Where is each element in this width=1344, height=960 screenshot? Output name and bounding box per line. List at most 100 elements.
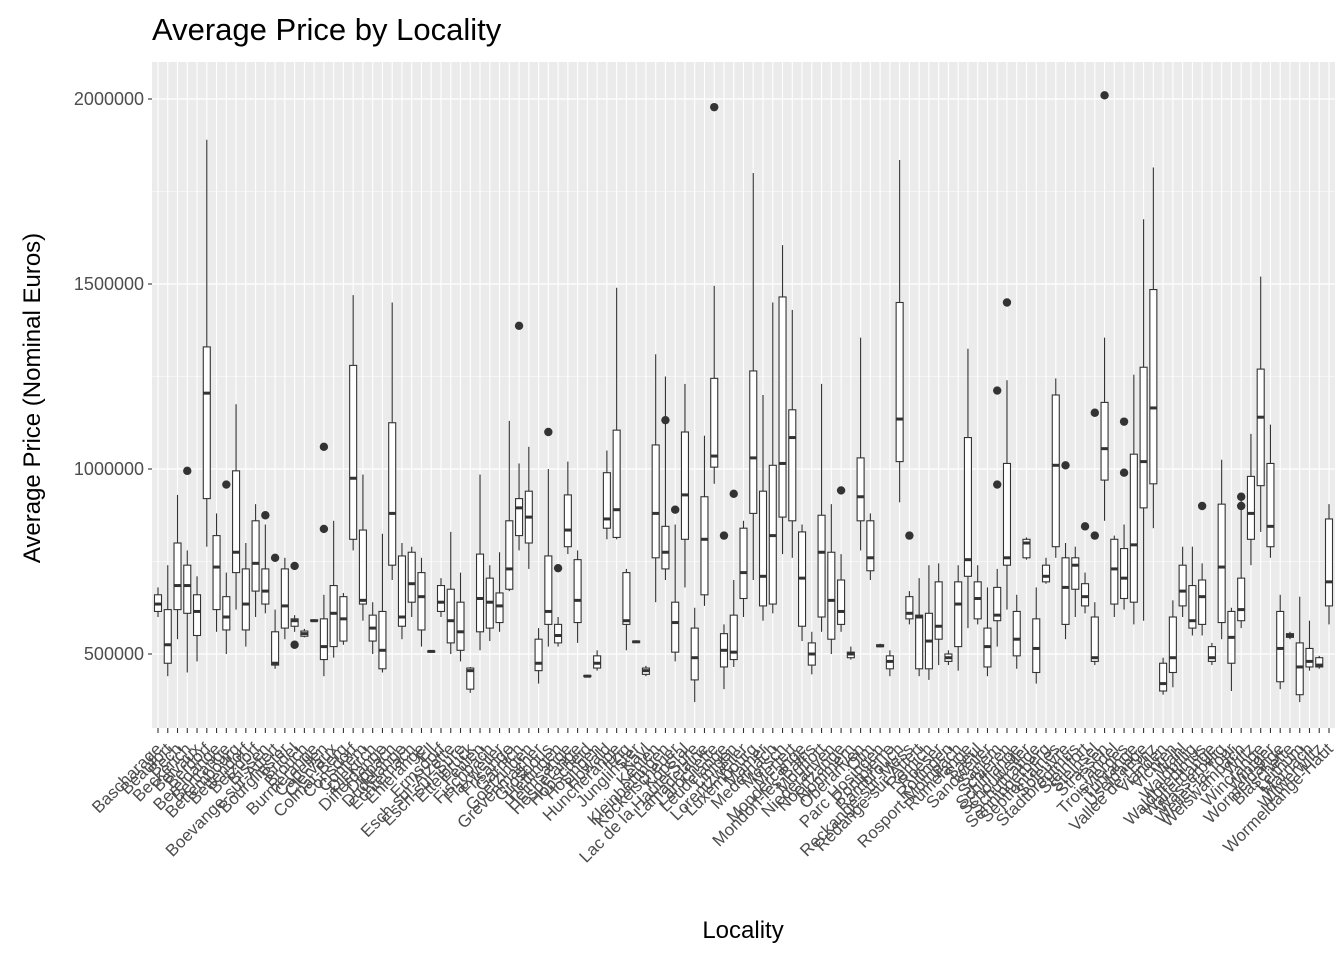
- box-75: [885, 650, 894, 677]
- box-115: [1276, 594, 1285, 690]
- outlier-point: [836, 486, 846, 495]
- outlier-point: [670, 505, 680, 514]
- y-axis-title: Average Price (Nominal Euros): [19, 233, 46, 563]
- box-33: [475, 474, 485, 651]
- box-iqr: [1276, 610, 1285, 683]
- box-iqr: [329, 584, 338, 648]
- box-79: [924, 565, 933, 680]
- box-iqr: [1032, 618, 1041, 674]
- box-34: [485, 565, 494, 642]
- box-62: [758, 395, 768, 621]
- box-108: [1207, 642, 1216, 666]
- box-2: [173, 494, 182, 640]
- box-iqr: [554, 623, 563, 644]
- box-50: [641, 665, 650, 677]
- box-73: [866, 513, 875, 580]
- box-101: [1139, 219, 1148, 621]
- box-iqr: [378, 610, 387, 670]
- box-iqr: [241, 568, 250, 631]
- box-iqr: [758, 490, 768, 607]
- outlier-point: [261, 511, 270, 520]
- box-iqr: [1217, 503, 1226, 624]
- box-11: [261, 511, 270, 614]
- box-104: [1168, 600, 1177, 688]
- box-82: [954, 565, 963, 671]
- box-105: [1178, 546, 1187, 617]
- box-iqr: [973, 581, 982, 620]
- box-iqr: [1315, 657, 1324, 668]
- box-47: [612, 287, 621, 540]
- box-iqr: [202, 346, 211, 500]
- box-iqr: [358, 529, 367, 605]
- box-54: [680, 383, 690, 588]
- box-8: [232, 404, 241, 610]
- outlier-point: [1100, 91, 1109, 100]
- box-iqr: [749, 370, 758, 514]
- box-iqr: [788, 409, 797, 522]
- box-iqr: [739, 527, 748, 600]
- box-52: [661, 376, 670, 580]
- box-iqr: [544, 555, 553, 625]
- box-31: [456, 572, 465, 662]
- outlier-point: [222, 480, 231, 489]
- box-109: [1217, 459, 1226, 640]
- box-53: [670, 505, 680, 662]
- box-78: [915, 578, 924, 677]
- box-14: [290, 561, 299, 649]
- box-48: [622, 568, 631, 651]
- box-37: [514, 321, 524, 551]
- box-64: [778, 245, 787, 555]
- box-iqr: [729, 614, 738, 661]
- x-axis-title: Locality: [702, 917, 783, 944]
- box-66: [797, 524, 807, 642]
- box-19: [339, 592, 348, 645]
- box-0: [153, 587, 163, 617]
- box-iqr: [212, 535, 221, 611]
- box-36: [505, 420, 514, 592]
- box-35: [495, 552, 504, 632]
- box-58: [719, 531, 729, 690]
- box-iqr: [993, 586, 1002, 622]
- box-72: [856, 337, 865, 551]
- box-iqr: [651, 444, 660, 559]
- box-iqr: [954, 581, 963, 648]
- box-98: [1110, 535, 1119, 617]
- box-26: [407, 546, 416, 617]
- box-23: [378, 533, 387, 673]
- outlier-point: [270, 553, 280, 562]
- outlier-point: [1197, 501, 1207, 511]
- box-69: [827, 504, 836, 654]
- box-iqr: [1246, 475, 1255, 540]
- box-99: [1119, 417, 1129, 610]
- box-96: [1090, 408, 1100, 666]
- box-iqr: [261, 568, 270, 605]
- box-iqr: [1071, 557, 1080, 590]
- box-iqr: [963, 436, 972, 577]
- box-102: [1149, 167, 1158, 529]
- box-iqr: [466, 667, 475, 690]
- box-119: [1315, 655, 1324, 669]
- box-89: [1022, 537, 1031, 560]
- y-tick-label: 1500000: [74, 274, 144, 294]
- outlier-point: [553, 563, 563, 573]
- outlier-point: [1236, 501, 1246, 511]
- box-iqr: [388, 422, 397, 566]
- box-94: [1071, 546, 1080, 617]
- box-iqr: [778, 296, 787, 518]
- box-30: [446, 531, 455, 654]
- box-3: [183, 466, 192, 673]
- box-6: [212, 513, 221, 632]
- box-87: [1002, 298, 1012, 610]
- box-25: [397, 543, 407, 640]
- box-113: [1256, 276, 1265, 532]
- outlier-point: [319, 442, 329, 451]
- box-iqr: [1237, 577, 1246, 622]
- box-iqr: [622, 572, 631, 625]
- box-iqr: [222, 596, 231, 631]
- box-112: [1246, 433, 1255, 566]
- box-iqr: [1207, 646, 1216, 662]
- box-77: [905, 531, 914, 625]
- box-iqr: [183, 564, 192, 614]
- box-51: [651, 354, 660, 603]
